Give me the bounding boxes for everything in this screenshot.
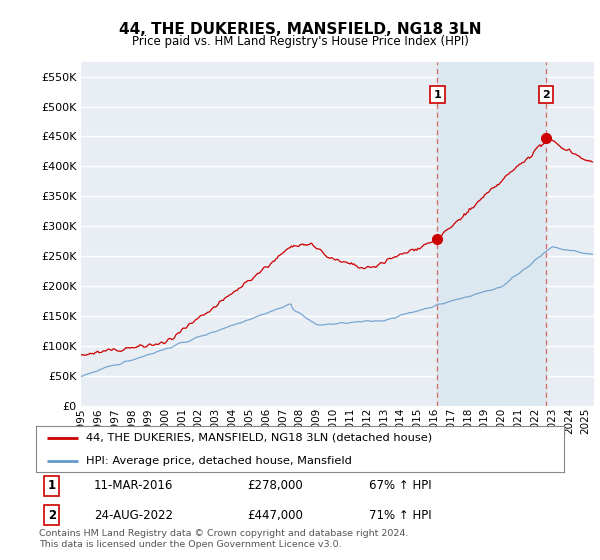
Text: 24-AUG-2022: 24-AUG-2022	[94, 508, 173, 522]
Text: 71% ↑ HPI: 71% ↑ HPI	[368, 508, 431, 522]
Text: 44, THE DUKERIES, MANSFIELD, NG18 3LN (detached house): 44, THE DUKERIES, MANSFIELD, NG18 3LN (d…	[86, 433, 432, 443]
Text: Price paid vs. HM Land Registry's House Price Index (HPI): Price paid vs. HM Land Registry's House …	[131, 35, 469, 48]
Text: £447,000: £447,000	[247, 508, 303, 522]
Text: 2: 2	[542, 90, 550, 100]
Bar	[437, 62, 546, 406]
Text: 11-MAR-2016: 11-MAR-2016	[94, 479, 173, 492]
Text: £278,000: £278,000	[247, 479, 303, 492]
Text: 2: 2	[48, 508, 56, 522]
Text: 44, THE DUKERIES, MANSFIELD, NG18 3LN: 44, THE DUKERIES, MANSFIELD, NG18 3LN	[119, 22, 481, 38]
Text: 1: 1	[434, 90, 441, 100]
Text: Contains HM Land Registry data © Crown copyright and database right 2024.
This d: Contains HM Land Registry data © Crown c…	[39, 529, 409, 549]
Text: 67% ↑ HPI: 67% ↑ HPI	[368, 479, 431, 492]
Text: HPI: Average price, detached house, Mansfield: HPI: Average price, detached house, Mans…	[86, 456, 352, 466]
Text: 1: 1	[48, 479, 56, 492]
